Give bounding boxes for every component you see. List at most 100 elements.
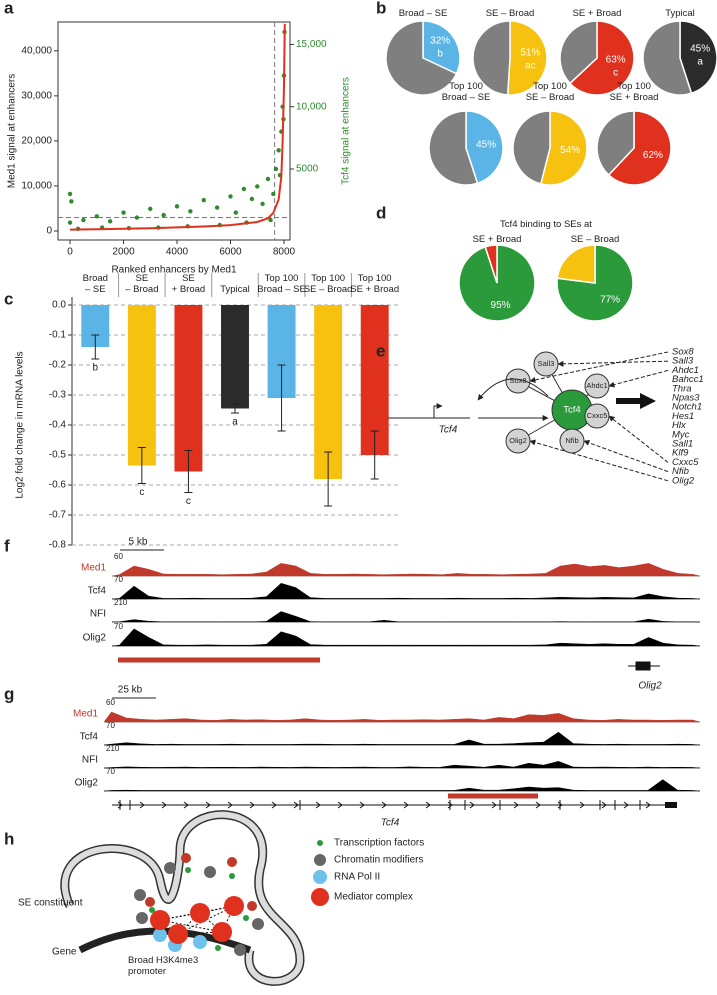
- gene-body: [388, 406, 470, 419]
- big-arrow: [616, 393, 656, 409]
- y-axis-title: Med1 signal at enhancers: [7, 74, 18, 189]
- track-scale: 70: [114, 575, 123, 584]
- signal-track: [103, 731, 701, 746]
- panel-label: a: [4, 0, 14, 17]
- y-tick-label: -0.8: [49, 540, 67, 551]
- scatter-point: [265, 176, 271, 182]
- target-gene: Ahdc1: [671, 365, 699, 376]
- annotation: SE constituent: [18, 898, 83, 909]
- scatter-point: [107, 219, 113, 224]
- target-gene: Sall1: [672, 439, 693, 450]
- signal-track: [111, 628, 701, 647]
- track-name: NFI: [90, 609, 106, 620]
- protein-node: [505, 368, 531, 394]
- scatter-point: [214, 205, 220, 210]
- pie-slice: [642, 20, 693, 96]
- pie-slice: [556, 244, 634, 322]
- scatter-point: [228, 194, 233, 199]
- track-name: Med1: [73, 709, 98, 720]
- pie-title: SE – Broad: [485, 8, 535, 19]
- tf: [215, 945, 221, 951]
- se-constituent: [181, 853, 191, 863]
- target-gene: Myc: [672, 429, 690, 440]
- scatter-point: [233, 210, 239, 215]
- scatter-point: [255, 184, 260, 189]
- chromatin-inner: [61, 811, 304, 985]
- category-label: SE – Broad: [125, 273, 159, 295]
- bar: [127, 305, 156, 466]
- mediator: [168, 924, 188, 944]
- pie-title: Top 100 SE + Broad: [609, 81, 659, 103]
- panel-label: e: [376, 341, 385, 360]
- category-label: SE + Broad: [171, 273, 206, 295]
- target-gene: Cxxc5: [672, 457, 699, 468]
- pie-slice: [472, 20, 511, 96]
- error-bar: [137, 447, 146, 484]
- gene-label: Olig2: [638, 681, 662, 692]
- protein-label: Ahdc1: [586, 381, 607, 390]
- pie-label: 51%: [520, 47, 540, 58]
- category-label: Top 100 SE – Broad: [303, 273, 353, 295]
- y-tick-label: -0.2: [49, 360, 67, 371]
- pie-label: 54%: [560, 145, 580, 156]
- scatter-point: [174, 204, 180, 209]
- track-scale: 70: [114, 622, 123, 631]
- scatter-point: [69, 199, 74, 204]
- error-bar: [91, 334, 100, 360]
- gene-exon: [665, 802, 677, 808]
- pie-slice: [679, 20, 717, 95]
- x-tick-label: 6000: [219, 247, 242, 258]
- scatter-point: [260, 201, 265, 207]
- panel-label: d: [376, 203, 386, 222]
- pie-label: 62%: [643, 150, 663, 161]
- scale-bar-label: 25 kb: [118, 685, 143, 696]
- scatter-point: [276, 148, 281, 153]
- track-scale: 60: [114, 552, 123, 561]
- legend-swatch: [314, 854, 326, 866]
- scatter-point: [94, 214, 99, 219]
- category-label: Typical: [220, 284, 250, 295]
- mediator: [190, 903, 210, 923]
- track-scale: 70: [106, 721, 115, 730]
- pie-annotation: b: [437, 49, 443, 60]
- plot-frame: [57, 21, 291, 241]
- pie-slice: [465, 110, 504, 185]
- pie-annotation: a: [697, 56, 703, 67]
- track-name: Med1: [81, 563, 106, 574]
- mediator: [224, 896, 244, 916]
- rna-pol: [153, 928, 167, 942]
- y-tick-label: 0.0: [52, 300, 66, 311]
- y-tick-label: -0.1: [49, 330, 67, 341]
- pie-slice: [556, 244, 596, 284]
- legend-label: Chromatin modifiers: [334, 855, 423, 866]
- scatter-point: [268, 217, 273, 223]
- scale-bar-label: 5 kb: [129, 537, 148, 548]
- protein-label: Tcf4: [563, 405, 580, 416]
- track-name: Tcf4: [80, 732, 99, 743]
- tf: [243, 915, 249, 921]
- gene-model: [628, 661, 660, 671]
- target-gene: Olig2: [672, 475, 695, 486]
- error-bar: [184, 450, 193, 493]
- regulation-arrow: [557, 360, 669, 367]
- pie-slice: [539, 110, 588, 186]
- target-gene: Sox8: [672, 347, 694, 358]
- pie-slice: [568, 20, 635, 96]
- pie-slice: [559, 20, 598, 85]
- scatter-point: [81, 217, 86, 223]
- legend-label: RNA Pol II: [334, 872, 380, 883]
- scatter-point: [201, 197, 206, 203]
- pie-title: SE + Broad: [572, 8, 622, 19]
- gene-label: Tcf4: [381, 818, 400, 829]
- pie-title: Top 100 Broad – SE: [441, 81, 491, 103]
- error-bar: [324, 451, 333, 507]
- protein-node: [584, 403, 610, 429]
- chromatin-modifier: [234, 944, 246, 956]
- tf: [185, 867, 191, 873]
- significance-letter: c: [186, 496, 191, 507]
- se-constituent: [227, 857, 237, 867]
- panel-label: c: [4, 289, 13, 308]
- track-scale: 210: [106, 744, 120, 753]
- regulation-arrow: [583, 440, 669, 473]
- scatter-point: [67, 220, 73, 225]
